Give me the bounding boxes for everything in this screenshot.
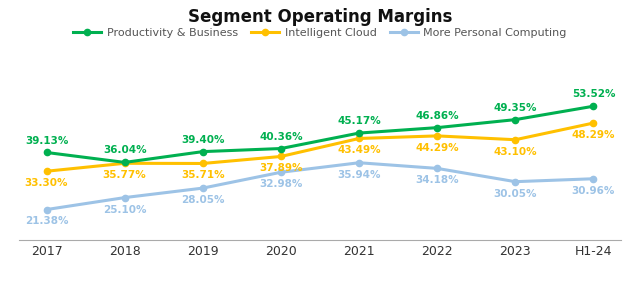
Productivity & Business [355,131,363,135]
Intelligent Cloud [43,169,51,173]
Line: Intelligent Cloud: Intelligent Cloud [44,120,596,174]
Intelligent Cloud [277,155,285,158]
Text: 43.49%: 43.49% [337,146,381,155]
Text: 25.10%: 25.10% [103,204,147,215]
Text: 39.40%: 39.40% [181,135,225,145]
Text: 45.17%: 45.17% [337,116,381,126]
More Personal Computing [511,180,519,183]
Intelligent Cloud [589,121,597,125]
More Personal Computing [589,177,597,180]
Intelligent Cloud [433,134,441,138]
Line: More Personal Computing: More Personal Computing [44,160,596,213]
Intelligent Cloud [511,138,519,141]
Text: 21.38%: 21.38% [25,217,68,226]
Text: 36.04%: 36.04% [103,146,147,155]
Productivity & Business [433,126,441,129]
Text: Segment Operating Margins: Segment Operating Margins [188,8,452,27]
Text: 46.86%: 46.86% [415,111,459,121]
Text: 32.98%: 32.98% [259,179,303,189]
Text: 48.29%: 48.29% [572,130,615,140]
Productivity & Business [43,151,51,154]
More Personal Computing [355,161,363,164]
More Personal Computing [277,171,285,174]
More Personal Computing [43,208,51,211]
Text: 37.89%: 37.89% [259,163,303,173]
Intelligent Cloud [121,162,129,165]
Text: 34.18%: 34.18% [415,175,459,185]
Line: Productivity & Business: Productivity & Business [44,103,596,166]
Text: 35.94%: 35.94% [337,170,381,180]
Productivity & Business [121,161,129,164]
Intelligent Cloud [199,162,207,165]
More Personal Computing [433,167,441,170]
Productivity & Business [199,150,207,153]
Text: 35.77%: 35.77% [103,170,147,180]
Productivity & Business [277,147,285,150]
Text: 30.96%: 30.96% [572,186,615,196]
Productivity & Business [589,105,597,108]
Text: 33.30%: 33.30% [25,178,68,188]
Legend: Productivity & Business, Intelligent Cloud, More Personal Computing: Productivity & Business, Intelligent Clo… [69,23,571,42]
Text: 40.36%: 40.36% [259,132,303,142]
Text: 35.71%: 35.71% [181,170,225,180]
Text: 44.29%: 44.29% [415,143,459,153]
Text: 39.13%: 39.13% [25,136,68,146]
Text: 28.05%: 28.05% [181,195,225,205]
Productivity & Business [511,118,519,121]
More Personal Computing [121,196,129,199]
More Personal Computing [199,186,207,190]
Text: 30.05%: 30.05% [493,189,537,199]
Text: 49.35%: 49.35% [493,103,537,113]
Intelligent Cloud [355,137,363,140]
Text: 43.10%: 43.10% [493,147,537,157]
Text: 53.52%: 53.52% [572,89,615,99]
